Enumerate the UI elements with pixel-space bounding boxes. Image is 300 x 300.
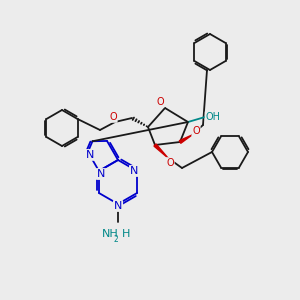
Polygon shape	[179, 135, 192, 143]
Text: N: N	[97, 169, 105, 179]
Text: O: O	[156, 97, 164, 107]
Text: O: O	[192, 126, 200, 136]
Polygon shape	[154, 144, 168, 158]
Text: O: O	[166, 158, 174, 168]
Text: 2: 2	[114, 236, 118, 244]
Text: OH: OH	[206, 112, 220, 122]
Text: NH: NH	[102, 229, 118, 239]
Text: O: O	[109, 112, 117, 122]
Text: N: N	[130, 166, 138, 176]
Text: H: H	[122, 229, 130, 239]
Text: N: N	[114, 201, 122, 211]
Text: N: N	[86, 150, 94, 160]
